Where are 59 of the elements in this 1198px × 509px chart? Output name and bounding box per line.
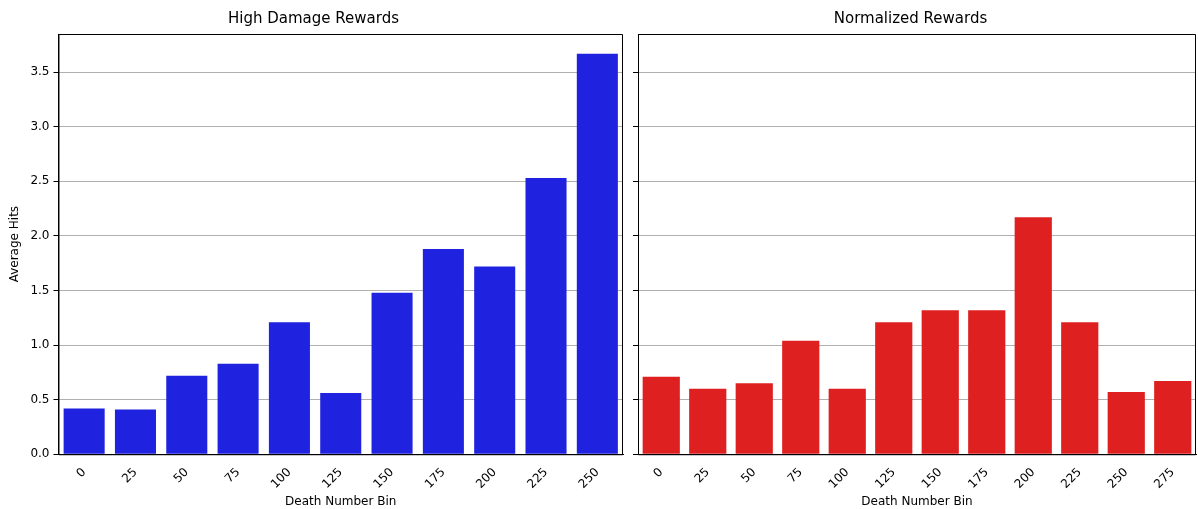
x-tick-label: 0 xyxy=(73,464,89,481)
x-tick-label: 250 xyxy=(1104,464,1131,491)
x-tick-label: 0 xyxy=(650,464,666,481)
bar xyxy=(642,376,680,454)
x-tick-label: 125 xyxy=(871,464,899,491)
x-tick-label: 225 xyxy=(1057,464,1085,491)
y-tick-label: 0.0 xyxy=(30,446,50,461)
bar xyxy=(474,266,516,454)
bar xyxy=(1061,322,1099,454)
x-tick-label: 275 xyxy=(1150,464,1178,491)
bar xyxy=(1107,392,1145,454)
y-tick-label: 2.5 xyxy=(30,173,50,188)
x-tick-label: 250 xyxy=(575,464,602,491)
x-tick-label: 50 xyxy=(170,464,192,486)
bar xyxy=(968,310,1006,454)
x-tick-label: 25 xyxy=(119,464,140,486)
bar xyxy=(576,53,618,454)
y-tick-label: 2.0 xyxy=(30,228,50,243)
bar xyxy=(166,375,208,454)
bar xyxy=(320,393,362,454)
bar xyxy=(371,292,413,454)
bar xyxy=(268,322,310,454)
x-tick-label: 150 xyxy=(918,464,945,491)
x-tick-label: 50 xyxy=(737,464,759,486)
x-tick-label: 75 xyxy=(784,464,806,486)
y-tick-label: 3.0 xyxy=(30,118,50,133)
chart-title: Normalized Rewards xyxy=(833,8,988,27)
x-tick-label: 125 xyxy=(318,464,346,491)
x-tick-label: 225 xyxy=(524,464,551,491)
y-tick-label: 1.5 xyxy=(30,282,50,297)
bar xyxy=(1014,217,1052,454)
bar xyxy=(828,388,866,454)
x-tick-label: 25 xyxy=(691,464,713,486)
bar xyxy=(782,340,820,454)
x-axis-title: Death Number Bin xyxy=(285,493,397,508)
bar xyxy=(1154,381,1192,454)
chart-title: High Damage Rewards xyxy=(228,8,400,27)
x-tick-label: 175 xyxy=(421,464,448,491)
x-tick-label: 175 xyxy=(964,464,992,491)
bar xyxy=(114,409,156,454)
bar xyxy=(422,249,464,454)
x-tick-label: 75 xyxy=(221,464,243,486)
y-axis-title: Average Hits xyxy=(7,205,22,283)
bar xyxy=(875,322,913,454)
x-tick-label: 100 xyxy=(267,464,294,491)
x-tick-label: 200 xyxy=(472,464,500,491)
x-tick-label: 200 xyxy=(1011,464,1038,491)
y-tick-label: 0.5 xyxy=(30,391,50,406)
bar xyxy=(525,178,567,454)
bar xyxy=(63,408,105,454)
bar xyxy=(921,310,959,454)
y-tick-label: 3.5 xyxy=(30,64,50,79)
bar xyxy=(735,383,773,454)
bar xyxy=(689,388,727,454)
x-axis-title: Death Number Bin xyxy=(861,493,973,508)
bar xyxy=(217,363,259,454)
y-tick-label: 1.0 xyxy=(30,337,50,352)
x-tick-label: 150 xyxy=(370,464,397,491)
x-tick-label: 100 xyxy=(825,464,852,491)
